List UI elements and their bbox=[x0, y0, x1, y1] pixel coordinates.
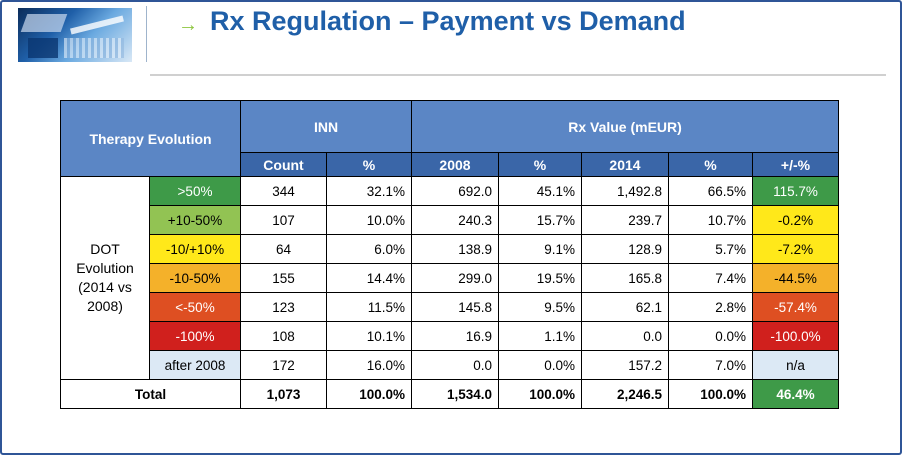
total-pct-2008-cell: 100.0% bbox=[498, 379, 582, 409]
table-row: -10/+10% 64 6.0% 138.9 9.1% 128.9 5.7% -… bbox=[61, 234, 840, 264]
page-title: Rx Regulation – Payment vs Demand bbox=[210, 6, 686, 36]
value-2008-cell: 240.3 bbox=[411, 205, 499, 235]
pct-2014-cell: 10.7% bbox=[668, 205, 753, 235]
subheader-count-pct: % bbox=[326, 152, 412, 177]
category-cell: +10-50% bbox=[149, 205, 241, 235]
count-cell: 64 bbox=[240, 234, 327, 264]
pct-2008-cell: 45.1% bbox=[498, 176, 582, 206]
pct-2008-cell: 1.1% bbox=[498, 321, 582, 351]
value-2008-cell: 16.9 bbox=[411, 321, 499, 351]
change-cell: n/a bbox=[751, 350, 840, 380]
value-2014-cell: 62.1 bbox=[581, 292, 669, 322]
therapy-evolution-table: Therapy Evolution INN Rx Value (mEUR) Co… bbox=[60, 100, 840, 409]
subheader-2008: 2008 bbox=[411, 152, 499, 177]
table-row: -100% 108 10.1% 16.9 1.1% 0.0 0.0% -100.… bbox=[61, 321, 840, 351]
title-arrow-icon: → bbox=[178, 14, 198, 36]
subheader-change: +/-% bbox=[751, 152, 840, 177]
total-change-cell: 46.4% bbox=[751, 379, 840, 409]
subheader-2014: 2014 bbox=[581, 152, 669, 177]
pct-2014-cell: 5.7% bbox=[668, 234, 753, 264]
value-2014-cell: 165.8 bbox=[581, 263, 669, 293]
pct-2008-cell: 0.0% bbox=[498, 350, 582, 380]
table-row: -10-50% 155 14.4% 299.0 19.5% 165.8 7.4%… bbox=[61, 263, 840, 293]
header-rx-value: Rx Value (mEUR) bbox=[410, 100, 840, 153]
value-2008-cell: 299.0 bbox=[411, 263, 499, 293]
pct-2014-cell: 2.8% bbox=[668, 292, 753, 322]
value-2008-cell: 0.0 bbox=[411, 350, 499, 380]
total-count-pct-cell: 100.0% bbox=[326, 379, 412, 409]
value-2008-cell: 138.9 bbox=[411, 234, 499, 264]
subheader-2008-pct: % bbox=[498, 152, 582, 177]
header-image bbox=[18, 8, 132, 62]
category-cell: >50% bbox=[149, 176, 241, 206]
total-row: Total 1,073 100.0% 1,534.0 100.0% 2,246.… bbox=[60, 379, 840, 409]
table-row: DOT Evolution (2014 vs 2008) >50% 344 32… bbox=[60, 176, 840, 380]
total-label: Total bbox=[60, 379, 241, 409]
dot-evolution-label-line: 2008) bbox=[87, 298, 123, 314]
header-inn: INN bbox=[240, 100, 412, 153]
count-cell: 108 bbox=[240, 321, 327, 351]
subheader-count: Count bbox=[240, 152, 327, 177]
header-rule bbox=[150, 74, 886, 76]
value-2014-cell: 128.9 bbox=[581, 234, 669, 264]
change-cell: -57.4% bbox=[751, 292, 840, 322]
count-pct-cell: 10.0% bbox=[326, 205, 412, 235]
value-2008-cell: 145.8 bbox=[411, 292, 499, 322]
dot-evolution-label-line: DOT bbox=[90, 241, 120, 257]
count-pct-cell: 32.1% bbox=[326, 176, 412, 206]
count-cell: 107 bbox=[240, 205, 327, 235]
total-value-2008-cell: 1,534.0 bbox=[411, 379, 499, 409]
count-pct-cell: 6.0% bbox=[326, 234, 412, 264]
value-2014-cell: 0.0 bbox=[581, 321, 669, 351]
change-cell: -7.2% bbox=[751, 234, 840, 264]
dot-evolution-label: DOT Evolution (2014 vs 2008) bbox=[60, 176, 150, 380]
count-pct-cell: 16.0% bbox=[326, 350, 412, 380]
total-pct-2014-cell: 100.0% bbox=[668, 379, 753, 409]
value-2014-cell: 1,492.8 bbox=[581, 176, 669, 206]
table-row: +10-50% 107 10.0% 240.3 15.7% 239.7 10.7… bbox=[61, 205, 840, 235]
header-therapy-evolution: Therapy Evolution bbox=[60, 100, 241, 177]
pct-2008-cell: 9.5% bbox=[498, 292, 582, 322]
change-cell: -100.0% bbox=[751, 321, 840, 351]
change-cell: -44.5% bbox=[751, 263, 840, 293]
count-pct-cell: 10.1% bbox=[326, 321, 412, 351]
count-pct-cell: 14.4% bbox=[326, 263, 412, 293]
total-value-2014-cell: 2,246.5 bbox=[581, 379, 669, 409]
value-2014-cell: 157.2 bbox=[581, 350, 669, 380]
pct-2014-cell: 0.0% bbox=[668, 321, 753, 351]
table-row: <-50% 123 11.5% 145.8 9.5% 62.1 2.8% -57… bbox=[61, 292, 840, 322]
value-2014-cell: 239.7 bbox=[581, 205, 669, 235]
category-cell: after 2008 bbox=[149, 350, 241, 380]
count-cell: 344 bbox=[240, 176, 327, 206]
pct-2008-cell: 9.1% bbox=[498, 234, 582, 264]
subheader-2014-pct: % bbox=[668, 152, 753, 177]
pct-2014-cell: 7.0% bbox=[668, 350, 753, 380]
total-count-cell: 1,073 bbox=[240, 379, 327, 409]
category-cell: <-50% bbox=[149, 292, 241, 322]
count-cell: 123 bbox=[240, 292, 327, 322]
pct-2014-cell: 7.4% bbox=[668, 263, 753, 293]
change-cell: 115.7% bbox=[751, 176, 840, 206]
count-cell: 172 bbox=[240, 350, 327, 380]
table-row: after 2008 172 16.0% 0.0 0.0% 157.2 7.0%… bbox=[61, 350, 840, 380]
header-divider bbox=[146, 6, 147, 62]
pct-2008-cell: 15.7% bbox=[498, 205, 582, 235]
change-cell: -0.2% bbox=[751, 205, 840, 235]
category-cell: -10/+10% bbox=[149, 234, 241, 264]
dot-evolution-label-line: (2014 vs bbox=[78, 279, 132, 295]
count-pct-cell: 11.5% bbox=[326, 292, 412, 322]
count-cell: 155 bbox=[240, 263, 327, 293]
dot-evolution-label-line: Evolution bbox=[76, 260, 134, 276]
value-2008-cell: 692.0 bbox=[411, 176, 499, 206]
pct-2008-cell: 19.5% bbox=[498, 263, 582, 293]
category-cell: -100% bbox=[149, 321, 241, 351]
category-cell: -10-50% bbox=[149, 263, 241, 293]
pct-2014-cell: 66.5% bbox=[668, 176, 753, 206]
